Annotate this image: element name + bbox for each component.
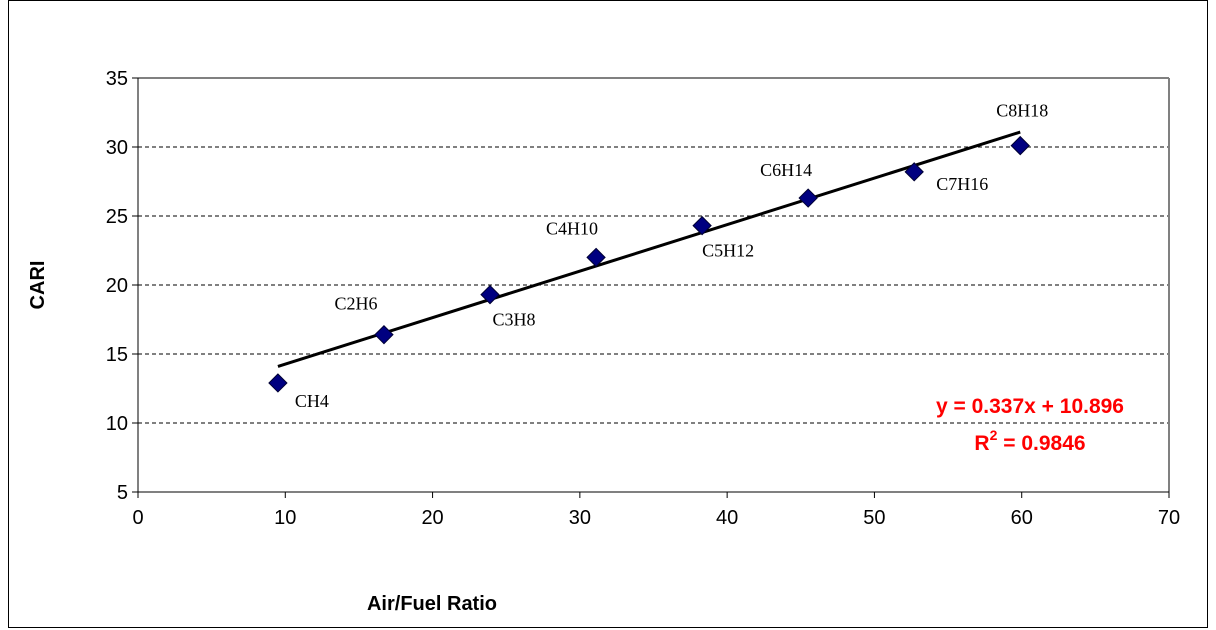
trendline: [277, 130, 1021, 368]
x-tick-label: 0: [132, 507, 143, 529]
r-squared-prefix: R: [974, 432, 989, 455]
y-axis-title: CARI: [27, 261, 49, 310]
x-tick-label: 50: [863, 507, 885, 529]
point-label-c7h16: C7H16: [936, 174, 988, 194]
tick-labels: 5 10 15 20 25 30 35 0 10 20 30 40 50 60 70: [106, 68, 1180, 529]
x-tick-label: 10: [274, 507, 296, 529]
grid-lines: [138, 77, 1169, 424]
y-tick-label: 25: [106, 206, 128, 228]
r-squared-superscript: 2: [990, 427, 998, 443]
y-tick-label: 15: [106, 344, 128, 366]
point-label-ch4: CH4: [295, 391, 329, 411]
x-tick-label: 70: [1158, 507, 1180, 529]
data-point-c5h12: [692, 215, 712, 236]
x-tick-label: 20: [421, 507, 443, 529]
data-point-ch4: [268, 373, 288, 393]
chart-frame: [8, 0, 1208, 628]
y-tick-label: 10: [106, 413, 128, 435]
trendline-group: [277, 130, 1021, 368]
point-label-c4h10: C4H10: [546, 218, 598, 238]
data-points: [268, 135, 1030, 393]
data-point-c7h16: [904, 162, 924, 182]
trendline-equation: y = 0.337x + 10.896: [936, 395, 1124, 418]
point-label-c2h6: C2H6: [334, 294, 377, 314]
x-axis-title: Air/Fuel Ratio: [367, 593, 497, 615]
point-label-c5h12: C5H12: [702, 241, 754, 261]
data-point-c4h10: [586, 247, 606, 268]
y-tick-label: 5: [117, 482, 128, 504]
point-label-c6h14: C6H14: [760, 160, 812, 180]
data-point-c8h18: [1010, 135, 1030, 156]
x-tick-label: 40: [716, 507, 738, 529]
data-point-c6h14: [798, 188, 818, 208]
data-point-c2h6: [374, 324, 394, 345]
x-tick-label: 60: [1011, 507, 1033, 529]
data-point-c3h8: [480, 284, 500, 305]
point-label-c8h18: C8H18: [996, 101, 1048, 121]
point-labels: CH4 C2H6 C3H8 C4H10 C5H12 C6H14 C7H16 C8H18: [295, 101, 1048, 411]
point-label-c3h8: C3H8: [493, 310, 536, 330]
axes: [132, 77, 1170, 498]
r-squared-label: R2 = 0.9846: [974, 427, 1085, 455]
y-tick-label: 30: [106, 137, 128, 159]
y-tick-label: 20: [106, 275, 128, 297]
y-tick-label: 35: [106, 68, 128, 90]
x-tick-label: 30: [569, 507, 591, 529]
r-squared-value: = 0.9846: [997, 432, 1085, 455]
